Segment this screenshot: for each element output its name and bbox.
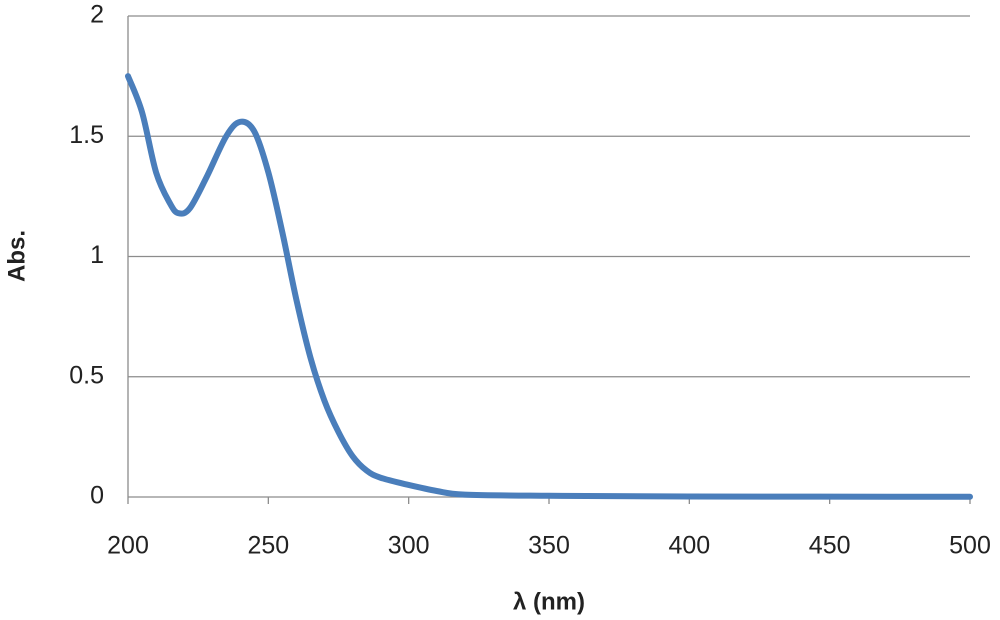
y-tick-label: 1.5	[69, 121, 104, 149]
x-tick-label: 250	[247, 532, 289, 560]
x-tick-label: 450	[809, 532, 851, 560]
y-tick-label: 0	[90, 482, 104, 510]
y-tick-label: 2	[90, 1, 104, 29]
x-tick-label: 200	[107, 532, 149, 560]
y-tick-label: 1	[90, 241, 104, 269]
data-line	[125, 73, 973, 500]
x-tick-label: 400	[668, 532, 710, 560]
x-tick-label: 350	[528, 532, 570, 560]
x-tick-label: 500	[949, 532, 991, 560]
y-tick-label: 0.5	[69, 361, 104, 389]
x-tick-label: 300	[388, 532, 430, 560]
x-axis-title: λ (nm)	[513, 588, 585, 615]
y-axis-title: Abs.	[3, 230, 30, 282]
